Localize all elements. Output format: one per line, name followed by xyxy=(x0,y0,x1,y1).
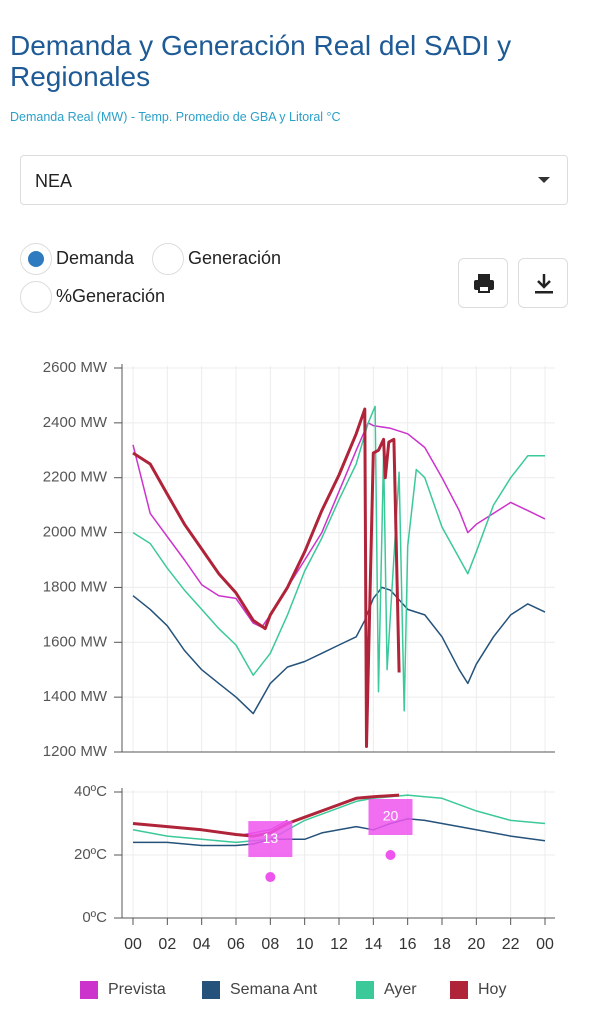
x-tick-label: 00 xyxy=(536,936,554,953)
caret xyxy=(538,177,550,183)
radio-dot xyxy=(28,251,44,267)
radio-label: Demanda xyxy=(56,248,135,268)
legend-swatch xyxy=(450,981,468,999)
legend-swatch xyxy=(80,981,98,999)
radio-label: Generación xyxy=(188,248,282,268)
print-icon xyxy=(474,274,494,293)
radio-circle xyxy=(152,243,184,275)
x-tick-label: 16 xyxy=(399,936,417,953)
y-tick-label: 1200 MW xyxy=(43,743,108,760)
y-tick-label: 2600 MW xyxy=(43,359,108,376)
series-line xyxy=(132,794,546,844)
print-button[interactable] xyxy=(458,258,508,308)
subtitle: Demanda Real (MW) - Temp. Promedio de GB… xyxy=(10,110,341,124)
select-value: NEA xyxy=(35,171,73,191)
series-line xyxy=(132,405,545,712)
series-line xyxy=(132,422,546,628)
x-tick-label: 06 xyxy=(227,936,245,953)
series-line xyxy=(132,407,401,748)
x-tick-label: 00 xyxy=(124,936,142,953)
y-tick-label: 1400 MW xyxy=(43,688,108,705)
y-tick-label: 2400 MW xyxy=(43,414,108,431)
legend-label: Hoy xyxy=(478,981,506,998)
legend-label: Prevista xyxy=(108,981,166,998)
y-tick-label: 0ºC xyxy=(82,909,107,926)
x-tick-label: 22 xyxy=(502,936,520,953)
title: Demanda y Generación Real del SADI y Reg… xyxy=(10,30,512,92)
point xyxy=(385,850,396,860)
x-tick-label: 04 xyxy=(193,936,211,953)
region-select[interactable]: NEA xyxy=(20,155,568,205)
radio-circle xyxy=(20,243,52,275)
y-tick-label: 1800 MW xyxy=(43,578,108,595)
x-tick-label: 18 xyxy=(433,936,451,953)
y-tick-label: 40ºC xyxy=(74,783,107,800)
x-tick-label: 20 xyxy=(467,936,485,953)
series-line xyxy=(132,586,546,715)
radio-circle xyxy=(20,281,52,313)
y-tick-label: 20ºC xyxy=(74,846,107,863)
series-line xyxy=(133,818,546,847)
download-button[interactable] xyxy=(518,258,568,308)
x-tick-label: 12 xyxy=(330,936,348,953)
chart: 1200 MW 1400 MW 1600 MW 1800 MW 2000 MW 2200 … xyxy=(43,359,555,999)
download-icon xyxy=(535,274,553,294)
point-label: 13 xyxy=(263,830,279,846)
legend-label: Semana Ant xyxy=(230,981,318,998)
legend-swatch xyxy=(356,981,374,999)
point-label: 20 xyxy=(383,808,399,824)
x-tick-label: 02 xyxy=(158,936,176,953)
point-label-box xyxy=(248,821,293,858)
point xyxy=(265,872,276,883)
legend-swatch xyxy=(202,981,220,999)
radio-label: %Generación xyxy=(56,286,166,306)
x-tick-label: 08 xyxy=(261,936,279,953)
y-tick-label: 2000 MW xyxy=(43,524,108,541)
x-tick-label: 14 xyxy=(364,936,382,953)
y-tick-label: 1600 MW xyxy=(43,633,108,650)
point-label-box xyxy=(368,799,413,835)
legend-label: Ayer xyxy=(384,981,417,998)
y-tick-label: 2200 MW xyxy=(43,469,108,486)
x-tick-label: 10 xyxy=(296,936,314,953)
